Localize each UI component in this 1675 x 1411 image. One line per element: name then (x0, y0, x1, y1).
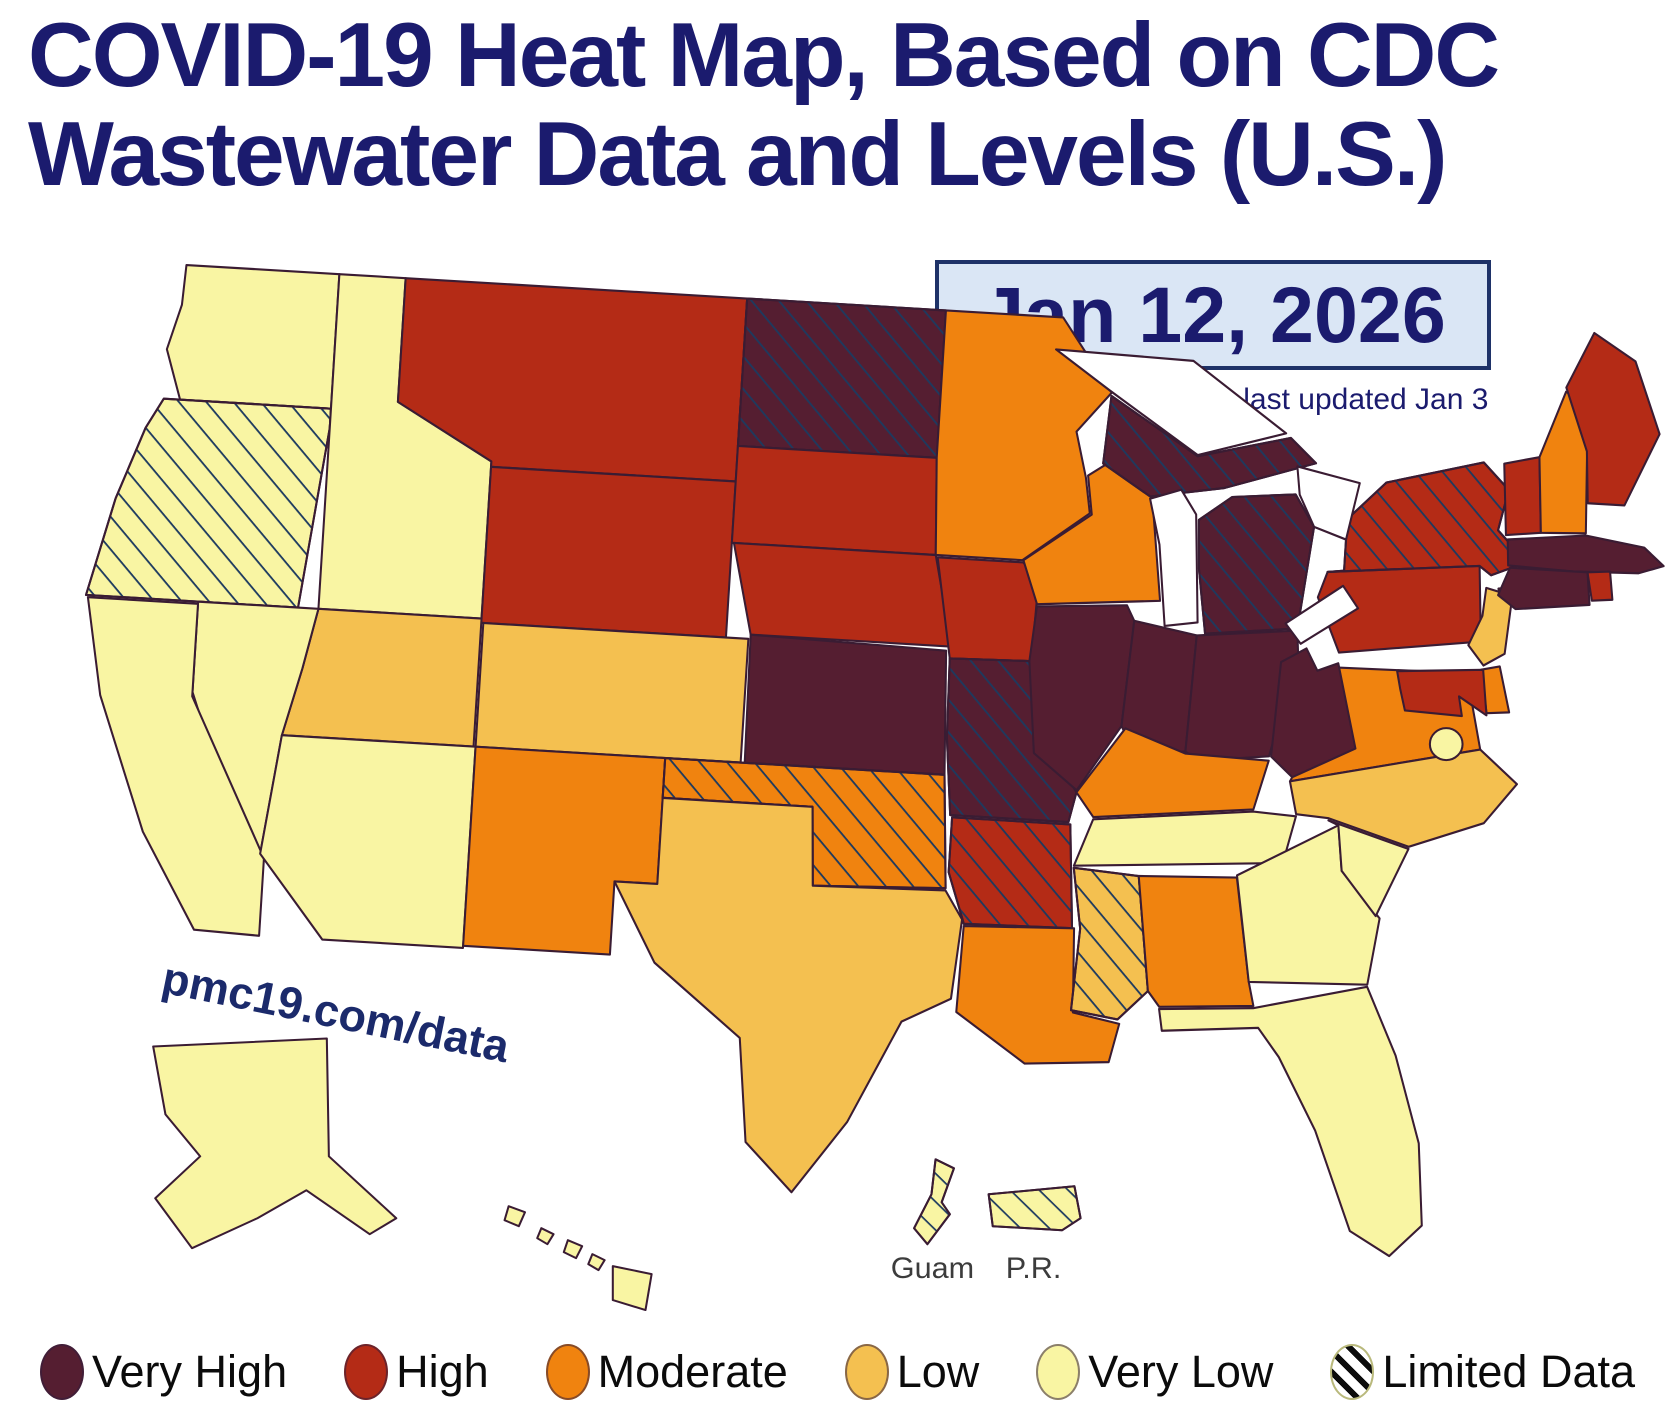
state-hawaii-island-2 (536, 1227, 555, 1246)
state-south-dakota (730, 444, 938, 557)
guam-label: Guam (891, 1252, 974, 1285)
state-south-carolina (1327, 819, 1410, 918)
state-alaska (152, 1037, 398, 1250)
lake-erie (1284, 584, 1360, 645)
pr-label: P.R. (1006, 1252, 1062, 1285)
state-washington (165, 263, 341, 410)
legend-item-very-high: Very High (40, 1344, 287, 1400)
state-florida (1158, 985, 1423, 1258)
state-oregon-hatch-overlay (84, 397, 332, 609)
legend-item-moderate: Moderate (545, 1344, 788, 1400)
legend: Very High High Moderate Low Very Low Lim… (0, 1335, 1675, 1409)
legend-item-very-low: Very Low (1036, 1344, 1273, 1400)
state-tennessee (1072, 810, 1297, 867)
low-swatch-icon (844, 1344, 889, 1400)
lake-michigan (1149, 488, 1199, 627)
state-hawaii-island-1 (503, 1205, 526, 1228)
state-michigan-lower-peninsula-hatch-overlay (1197, 493, 1316, 635)
state-kansas (743, 633, 948, 776)
state-district-of-columbia-marker (1428, 727, 1464, 762)
state-rhode-island (1586, 570, 1614, 602)
lake-superior (1055, 348, 1288, 457)
page-title: COVID-19 Heat Map, Based on CDC Wastewat… (28, 6, 1628, 204)
state-hawaii-island-5 (611, 1265, 653, 1312)
state-louisiana (955, 924, 1121, 1065)
legend-label-very-low: Very Low (1088, 1346, 1274, 1397)
state-new-york-hatch-overlay (1326, 461, 1528, 577)
state-california (86, 596, 265, 937)
state-maine (1565, 331, 1661, 507)
legend-label-limited-data: Limited Data (1382, 1346, 1635, 1397)
conterminous-states-group (84, 263, 1665, 1258)
limited-data-swatch-icon (1330, 1344, 1375, 1400)
very-high-swatch-icon (40, 1344, 84, 1400)
state-connecticut (1497, 566, 1591, 611)
map-svg: Guam P.R. (84, 263, 1665, 1312)
state-maryland (1396, 668, 1488, 718)
state-kentucky (1075, 727, 1270, 819)
high-swatch-icon (344, 1344, 389, 1400)
legend-label-moderate: Moderate (597, 1346, 788, 1397)
state-illinois (1028, 604, 1136, 792)
legend-item-low: Low (844, 1344, 980, 1400)
state-texas (613, 796, 964, 1194)
legend-item-limited-data: Limited Data (1330, 1344, 1635, 1400)
state-nebraska (732, 541, 954, 648)
state-colorado (474, 621, 750, 764)
legend-item-high: High (344, 1344, 489, 1400)
moderate-swatch-icon (545, 1344, 590, 1400)
lake-huron (1296, 465, 1361, 541)
state-massachusetts (1506, 534, 1665, 575)
page-title-line1: COVID-19 Heat Map, Based on CDC (28, 5, 1500, 106)
state-new-mexico (462, 745, 667, 956)
state-hawaii-island-3 (562, 1239, 584, 1260)
us-choropleth-map: Guam P.R. (0, 258, 1675, 1336)
state-west-virginia (1270, 647, 1357, 779)
state-north-dakota-hatch-overlay (736, 297, 947, 459)
state-arkansas-hatch-overlay (947, 816, 1074, 930)
state-wyoming (480, 465, 737, 639)
legend-label-high: High (396, 1346, 489, 1397)
legend-label-low: Low (896, 1346, 980, 1397)
state-north-carolina (1288, 748, 1518, 848)
insets-group: Guam P.R. (152, 727, 1464, 1312)
page-title-line2: Wastewater Data and Levels (U.S.) (28, 104, 1447, 205)
state-iowa (936, 556, 1040, 663)
territory-guam-hatch-overlay (913, 1158, 955, 1246)
very-low-swatch-icon (1036, 1344, 1081, 1400)
state-michigan-upper-peninsula-hatch-overlay (1102, 394, 1318, 498)
state-arizona (259, 734, 477, 950)
legend-label-very-high: Very High (92, 1346, 288, 1397)
state-hawaii-island-4 (587, 1253, 606, 1272)
territory-puerto-rico-hatch-overlay (987, 1185, 1082, 1232)
